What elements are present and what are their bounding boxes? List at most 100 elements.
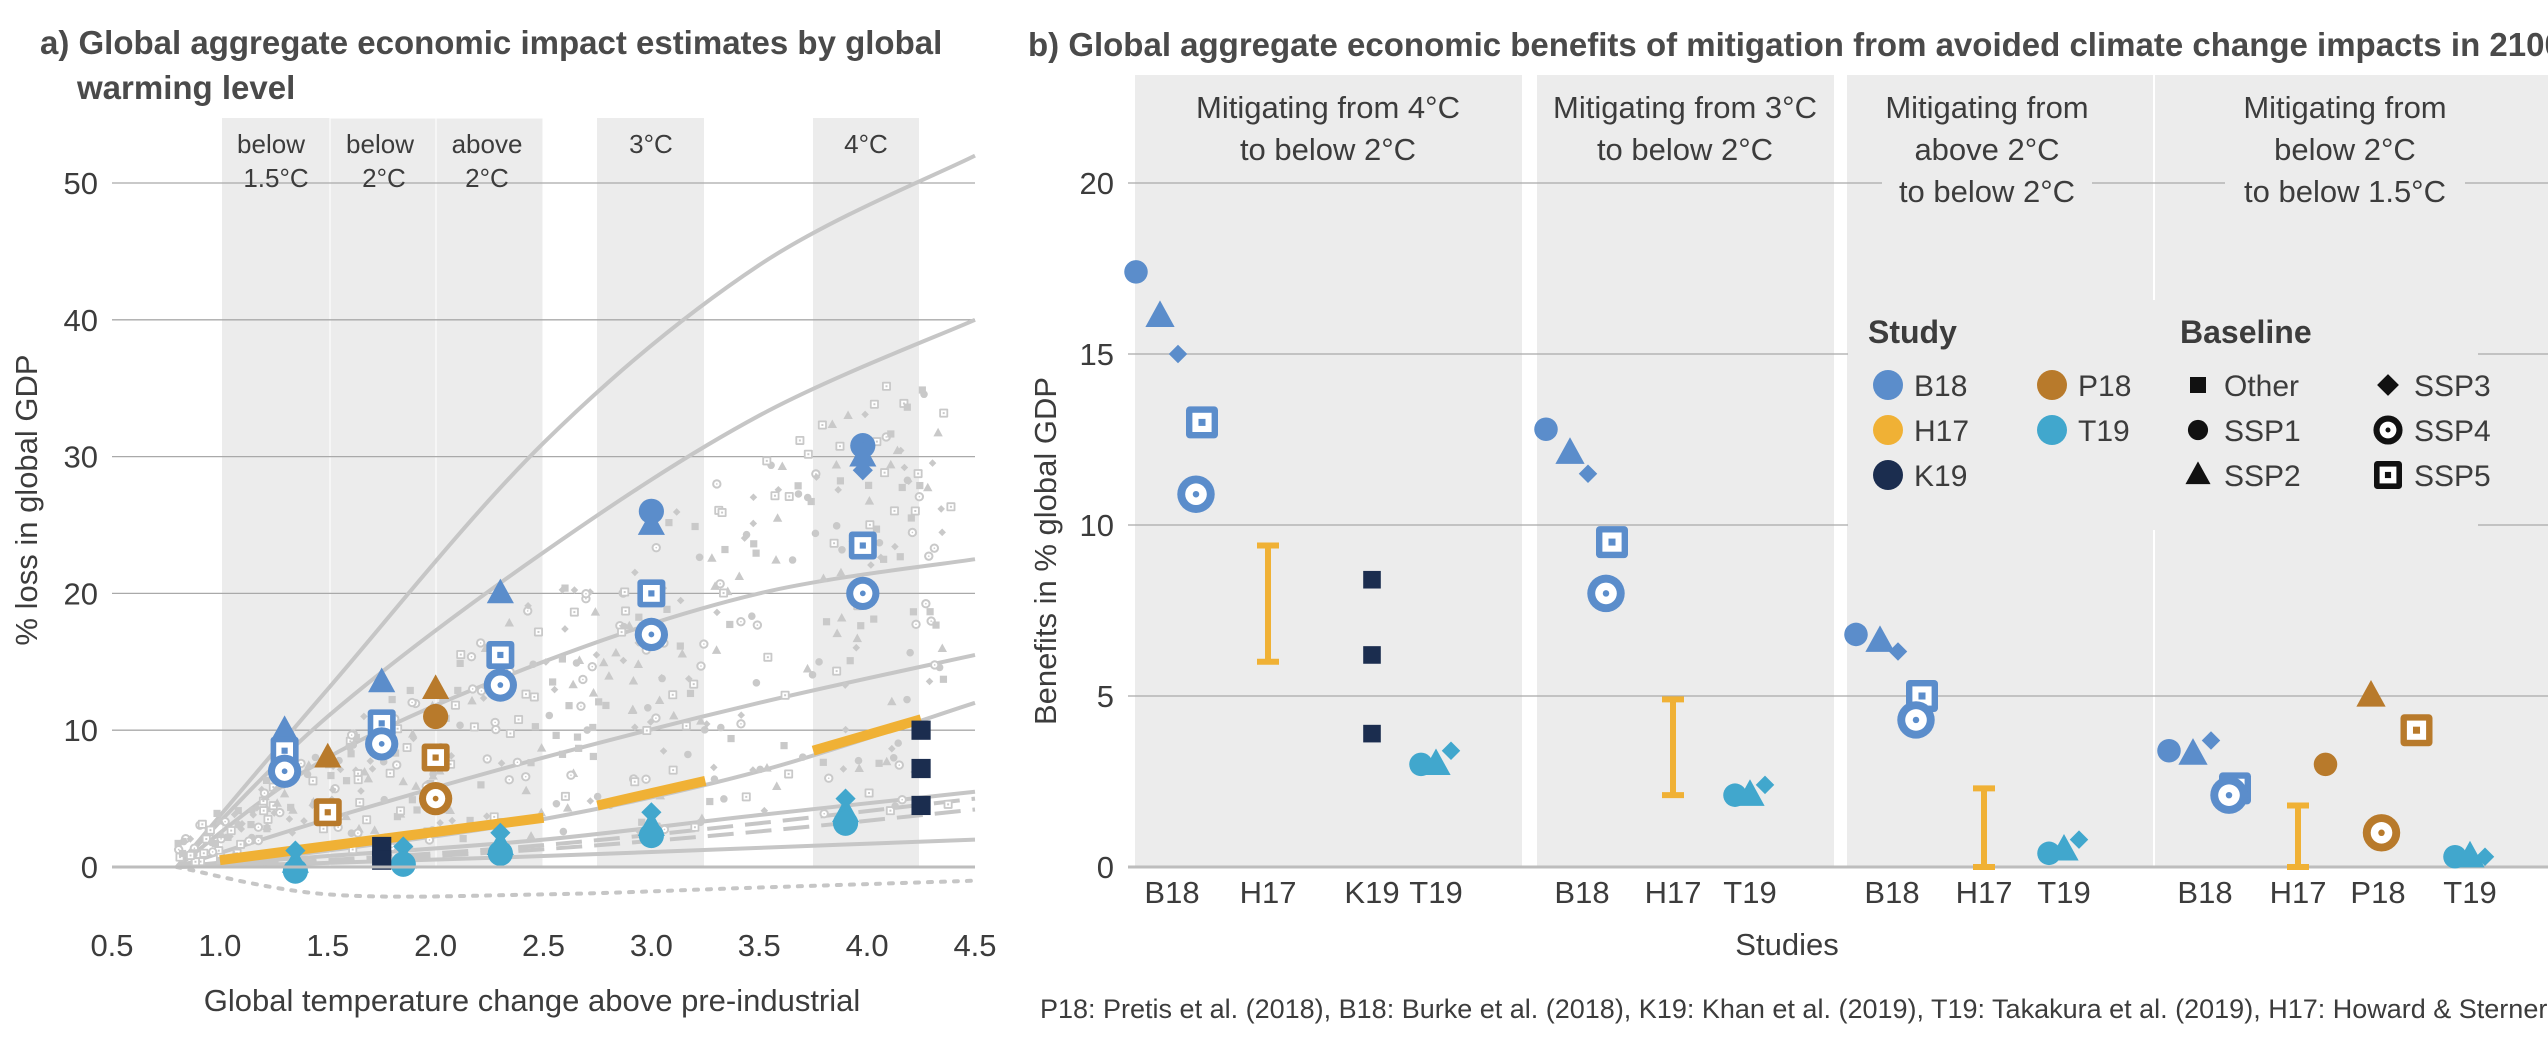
- background-estimate: [633, 659, 644, 668]
- background-estimate: [865, 520, 875, 530]
- background-estimate: [369, 825, 380, 834]
- band-label-line1: below: [346, 129, 414, 159]
- panel-a-title-line2: warming level: [76, 69, 295, 106]
- band-above-2: [435, 117, 544, 868]
- t19-point: [1421, 748, 1451, 776]
- background-estimate: [897, 795, 907, 805]
- background-estimate: [611, 647, 621, 657]
- background-estimate: [770, 491, 780, 501]
- background-estimate: [230, 810, 239, 819]
- band-label-line1: above: [452, 129, 523, 159]
- background-estimate: [619, 656, 628, 665]
- background-estimate: [943, 799, 953, 809]
- background-estimate: [644, 704, 652, 712]
- group-label-line2: to below 2°C: [1597, 132, 1773, 167]
- background-estimate: [562, 803, 573, 812]
- background-estimate: [483, 812, 491, 820]
- background-estimate: [939, 408, 949, 418]
- background-estimate: [741, 792, 751, 802]
- background-estimate: [479, 694, 488, 702]
- diamond-icon: [2377, 374, 2399, 396]
- b18-point: [365, 727, 399, 761]
- t19-point: [2475, 847, 2495, 866]
- b18-point: [1587, 574, 1625, 613]
- background-estimate: [497, 759, 506, 767]
- background-estimate: [924, 551, 934, 561]
- background-estimate: [630, 777, 640, 787]
- background-estimate: [686, 689, 695, 698]
- background-estimate: [677, 648, 687, 658]
- panel-a-y-axis-label: % loss in global GDP: [9, 354, 44, 645]
- background-estimate: [921, 599, 931, 609]
- background-estimate: [672, 508, 681, 516]
- background-estimate: [253, 835, 264, 846]
- background-estimate: [346, 730, 357, 740]
- background-estimate: [186, 850, 196, 860]
- dot-icon: [2187, 419, 2209, 441]
- background-estimate: [587, 661, 597, 672]
- background-estimate: [627, 705, 638, 714]
- legend-baseline-label: SSP3: [2414, 370, 2491, 403]
- b18-point: [637, 510, 665, 535]
- background-estimate: [756, 765, 764, 774]
- background-estimate: [657, 673, 666, 682]
- h17-range: [2287, 802, 2309, 870]
- background-estimate: [870, 615, 878, 623]
- legend-baseline-item: SSP3: [2377, 370, 2491, 403]
- group-label-line2: below 2°C: [2274, 132, 2416, 167]
- background-estimate: [578, 674, 588, 685]
- background-estimate: [712, 479, 722, 489]
- background-estimate: [852, 643, 861, 652]
- b18-point: [634, 617, 669, 652]
- background-estimate: [880, 468, 890, 478]
- background-estimate: [752, 679, 761, 687]
- background-estimate: [570, 586, 579, 594]
- b18-point: [271, 715, 299, 741]
- group-labels: Mitigating from 4°C to below 2°C Mitigat…: [1185, 80, 2465, 215]
- background-estimate: [715, 579, 725, 589]
- background-estimate: [407, 697, 417, 708]
- background-estimate: [318, 824, 328, 834]
- background-estimate: [784, 491, 794, 501]
- background-estimate: [635, 613, 643, 621]
- square-icon: [2190, 377, 2206, 393]
- legend-baseline-label: SSP5: [2414, 460, 2491, 493]
- background-estimate: [752, 620, 763, 630]
- b18-point: [637, 579, 666, 608]
- background-estimate: [448, 816, 456, 825]
- background-estimate: [336, 765, 345, 774]
- background-estimate: [898, 483, 906, 492]
- background-estimate: [937, 505, 945, 513]
- background-estimate: [408, 796, 416, 804]
- b18-point: [852, 460, 873, 481]
- background-estimate: [529, 660, 537, 669]
- background-estimate: [521, 689, 531, 699]
- group-panel: [1555, 75, 1556, 76]
- background-estimate: [542, 658, 550, 666]
- t19-point: [1735, 779, 1765, 806]
- background-estimate: [620, 587, 630, 597]
- background-estimate: [311, 753, 320, 762]
- background-estimate: [690, 822, 700, 832]
- background-estimate: [602, 701, 610, 710]
- band-4c: [813, 118, 919, 867]
- background-estimate: [178, 849, 187, 858]
- panel-b-title: b) Global aggregate economic benefits of…: [1028, 26, 2548, 63]
- background-estimate: [347, 829, 356, 837]
- background-estimate: [327, 771, 335, 780]
- b18-point: [368, 667, 396, 693]
- panel-a-gridlines: [112, 182, 975, 731]
- study-tick-label: H17: [1956, 875, 2013, 910]
- background-estimate: [720, 795, 728, 803]
- y-tick-label: 0: [1097, 850, 1114, 885]
- background-estimate: [366, 757, 375, 765]
- background-estimate: [713, 608, 721, 617]
- background-estimate: [272, 785, 280, 794]
- background-estimate: [589, 752, 597, 761]
- background-estimate: [244, 836, 254, 846]
- panel-b-study-ticks: B18 H17 K19 T19 B18 H17 T19 B18 H17 T19 B18 H17 P18 T…: [1144, 875, 2496, 910]
- background-estimate: [689, 679, 699, 689]
- t19-point: [2455, 840, 2485, 868]
- background-estimate: [392, 760, 402, 770]
- background-estimate: [409, 734, 418, 743]
